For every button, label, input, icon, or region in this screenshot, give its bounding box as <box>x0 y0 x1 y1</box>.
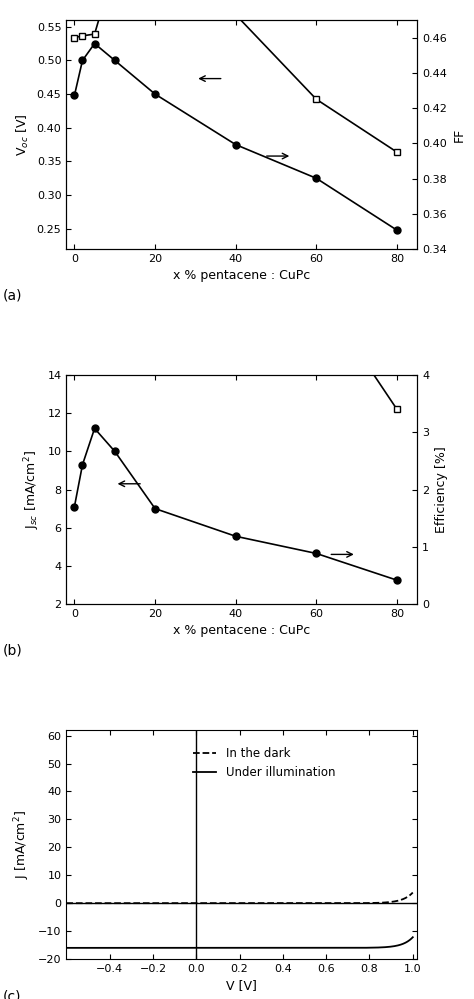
Under illumination <box>216 942 222 954</box>
Text: (a): (a) <box>3 289 23 303</box>
Under illumination <box>99 942 105 954</box>
X-axis label: x % pentacene : CuPc: x % pentacene : CuPc <box>173 270 310 283</box>
Text: (c): (c) <box>3 989 22 999</box>
Text: (b): (b) <box>3 643 23 657</box>
Under illumination <box>334 942 339 954</box>
In the dark <box>340 897 346 909</box>
In the dark <box>410 886 416 898</box>
Y-axis label: V$_{oc}$ [V]: V$_{oc}$ [V] <box>15 113 31 156</box>
Y-axis label: J$_{sc}$ [mA/cm$^{2}$]: J$_{sc}$ [mA/cm$^{2}$] <box>22 451 42 528</box>
In the dark <box>334 897 339 909</box>
In the dark <box>301 897 307 909</box>
In the dark <box>99 897 105 909</box>
Legend: In the dark, Under illumination: In the dark, Under illumination <box>188 743 340 784</box>
Line: In the dark: In the dark <box>66 892 413 903</box>
Under illumination <box>410 931 416 943</box>
X-axis label: x % pentacene : CuPc: x % pentacene : CuPc <box>173 624 310 637</box>
Under illumination <box>340 942 346 954</box>
Y-axis label: J [mA/cm$^{2}$]: J [mA/cm$^{2}$] <box>13 810 32 879</box>
In the dark <box>204 897 210 909</box>
X-axis label: V [V]: V [V] <box>226 979 257 992</box>
Under illumination <box>301 942 307 954</box>
Under illumination <box>204 942 210 954</box>
Y-axis label: Efficiency [%]: Efficiency [%] <box>435 447 447 532</box>
Under illumination <box>64 942 69 954</box>
In the dark <box>216 897 222 909</box>
In the dark <box>64 897 69 909</box>
Y-axis label: FF: FF <box>452 128 465 142</box>
Line: Under illumination: Under illumination <box>66 937 413 948</box>
